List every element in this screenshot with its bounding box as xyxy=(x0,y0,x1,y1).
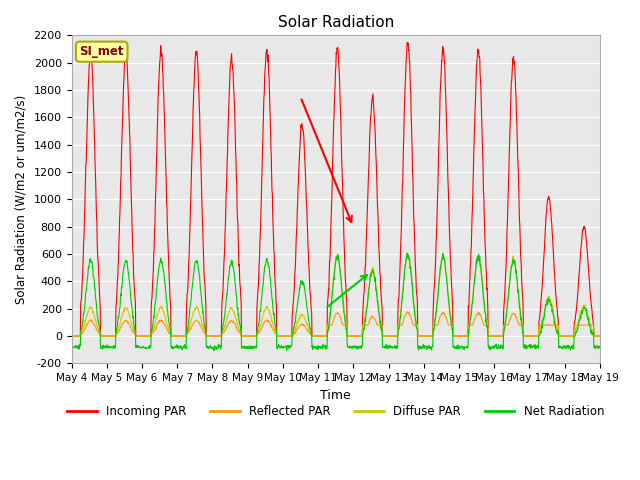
Line: Diffuse PAR: Diffuse PAR xyxy=(72,253,600,336)
Line: Reflected PAR: Reflected PAR xyxy=(72,312,600,336)
Incoming PAR xyxy=(244,333,252,339)
Net Radiation xyxy=(244,344,252,349)
Incoming PAR xyxy=(596,333,604,339)
Diffuse PAR xyxy=(185,324,193,330)
Reflected PAR xyxy=(68,333,76,339)
Y-axis label: Solar Radiation (W/m2 or um/m2/s): Solar Radiation (W/m2 or um/m2/s) xyxy=(15,95,28,304)
Diffuse PAR xyxy=(404,250,412,256)
Reflected PAR xyxy=(534,333,541,339)
Incoming PAR xyxy=(404,40,412,46)
Net Radiation xyxy=(172,343,180,349)
Incoming PAR xyxy=(487,333,495,339)
Diffuse PAR xyxy=(534,333,541,339)
Diffuse PAR xyxy=(487,333,495,339)
Net Radiation xyxy=(596,343,604,349)
Title: Solar Radiation: Solar Radiation xyxy=(278,15,394,30)
Net Radiation xyxy=(534,344,541,350)
Incoming PAR xyxy=(68,333,76,339)
Diffuse PAR xyxy=(68,333,76,339)
Reflected PAR xyxy=(487,333,495,339)
Net Radiation xyxy=(210,348,218,353)
Incoming PAR xyxy=(534,333,541,339)
Incoming PAR xyxy=(185,256,193,262)
Incoming PAR xyxy=(172,333,180,339)
Reflected PAR xyxy=(185,329,193,335)
Reflected PAR xyxy=(418,333,426,339)
X-axis label: Time: Time xyxy=(320,389,351,402)
Legend: Incoming PAR, Reflected PAR, Diffuse PAR, Net Radiation: Incoming PAR, Reflected PAR, Diffuse PAR… xyxy=(63,401,609,423)
Net Radiation xyxy=(403,251,411,256)
Line: Incoming PAR: Incoming PAR xyxy=(72,43,600,336)
Reflected PAR xyxy=(596,333,604,339)
Reflected PAR xyxy=(244,333,252,339)
Diffuse PAR xyxy=(244,333,252,339)
Net Radiation xyxy=(419,344,426,350)
Net Radiation xyxy=(68,343,76,348)
Text: SI_met: SI_met xyxy=(79,45,124,58)
Diffuse PAR xyxy=(418,333,426,339)
Net Radiation xyxy=(185,316,193,322)
Incoming PAR xyxy=(418,333,426,339)
Reflected PAR xyxy=(404,309,412,314)
Reflected PAR xyxy=(172,333,180,339)
Diffuse PAR xyxy=(596,333,604,339)
Line: Net Radiation: Net Radiation xyxy=(72,253,600,350)
Net Radiation xyxy=(487,345,495,350)
Diffuse PAR xyxy=(172,333,180,339)
